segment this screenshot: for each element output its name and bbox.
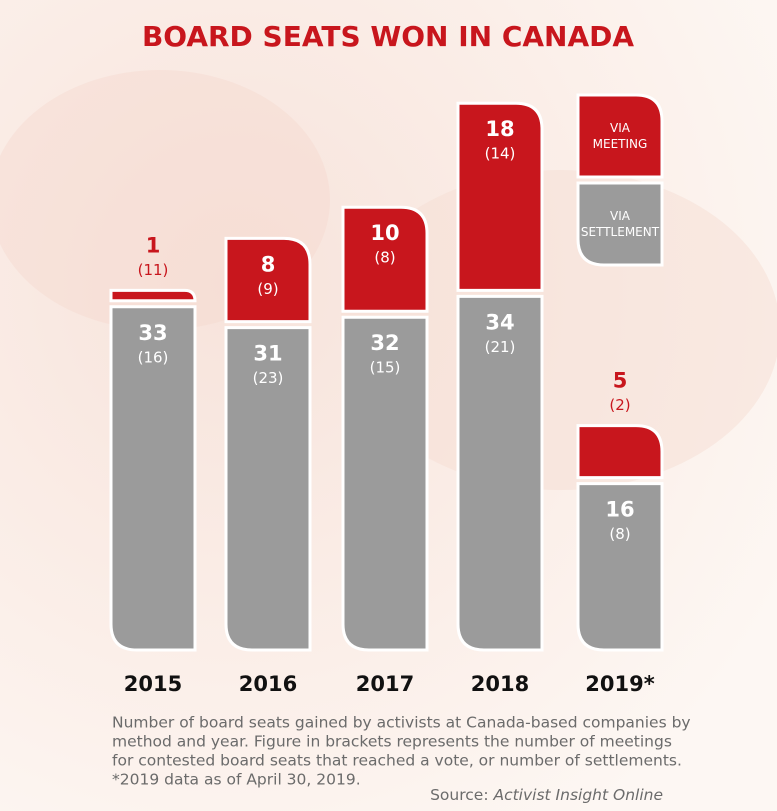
- bracket-label: (21): [485, 338, 516, 356]
- source: Source: Activist Insight Online: [430, 786, 663, 804]
- legend-label: VIA MEETING: [593, 121, 648, 151]
- bar-segment: [576, 424, 664, 480]
- bracket-label: (2): [609, 396, 630, 414]
- bracket-label: (15): [370, 359, 401, 377]
- note-line: Number of board seats gained by activist…: [112, 714, 691, 732]
- bar-segment: [341, 205, 429, 313]
- value-label: 18: [485, 117, 514, 141]
- chart-title: BOARD SEATS WON IN CANADA: [142, 20, 634, 53]
- value-label: 10: [370, 221, 399, 245]
- bar-segment: [456, 294, 544, 652]
- bracket-label: (11): [138, 261, 169, 279]
- legend-label: VIA SETTLEMENT: [581, 209, 660, 239]
- value-label: 1: [146, 233, 161, 257]
- background-shape: [340, 170, 777, 490]
- value-label: 32: [370, 331, 399, 355]
- bar-segment: [109, 288, 197, 303]
- bracket-label: (14): [485, 145, 516, 163]
- bar-segment: [576, 482, 664, 652]
- legend-swatch: [576, 93, 664, 179]
- bracket-label: (9): [257, 280, 278, 298]
- x-tick-label: 2018: [471, 672, 529, 696]
- value-label: 34: [485, 310, 514, 334]
- x-tick-label: 2019*: [585, 672, 654, 696]
- bar-segment: [456, 101, 544, 292]
- value-label: 8: [261, 252, 276, 276]
- value-label: 33: [138, 321, 167, 345]
- bracket-label: (8): [609, 525, 630, 543]
- note-line: *2019 data as of April 30, 2019.: [112, 771, 361, 789]
- source-name: Activist Insight Online: [492, 786, 663, 804]
- bracket-label: (16): [138, 348, 169, 366]
- note-line: for contested board seats that reached a…: [112, 752, 682, 770]
- legend-swatch: [576, 181, 664, 267]
- note: Number of board seats gained by activist…: [112, 714, 691, 789]
- bar-segment: [224, 236, 312, 324]
- note-line: method and year. Figure in brackets repr…: [112, 733, 672, 751]
- bar-segment: [109, 305, 197, 652]
- bracket-label: (23): [253, 369, 284, 387]
- value-label: 31: [253, 342, 282, 366]
- bar-segment: [224, 326, 312, 652]
- x-tick-label: 2017: [356, 672, 414, 696]
- value-label: 16: [605, 498, 634, 522]
- bar-segment: [341, 315, 429, 652]
- x-tick-label: 2015: [124, 672, 182, 696]
- x-tick-label: 2016: [239, 672, 297, 696]
- source-label: Source:: [430, 786, 488, 804]
- value-label: 5: [613, 369, 628, 393]
- bracket-label: (8): [374, 249, 395, 267]
